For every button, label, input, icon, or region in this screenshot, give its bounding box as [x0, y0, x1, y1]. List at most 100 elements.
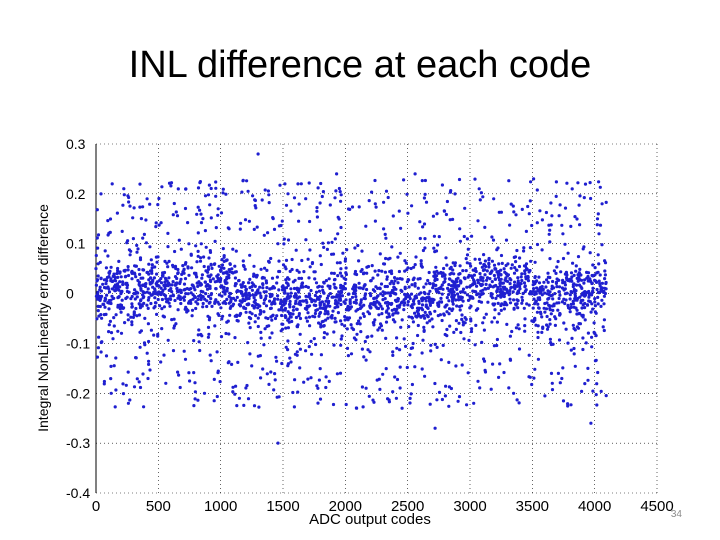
data-point: [262, 343, 266, 347]
data-point: [449, 189, 453, 193]
data-point: [428, 319, 432, 323]
data-point: [581, 336, 585, 340]
data-point: [159, 360, 163, 364]
data-point: [123, 321, 127, 325]
data-point: [468, 262, 472, 266]
data-point: [196, 333, 200, 337]
data-point: [209, 359, 213, 363]
data-point: [318, 306, 322, 310]
data-point: [595, 271, 599, 275]
data-point: [333, 196, 337, 200]
data-point: [573, 364, 577, 368]
data-point: [589, 310, 593, 314]
data-point: [333, 285, 337, 289]
data-point: [146, 298, 150, 302]
data-point: [260, 198, 264, 202]
data-point: [270, 302, 274, 306]
data-point: [573, 292, 577, 296]
data-point: [132, 385, 137, 389]
data-point: [376, 286, 380, 290]
data-point: [516, 323, 520, 327]
data-point: [453, 285, 457, 289]
data-point: [175, 276, 179, 281]
data-point: [428, 298, 432, 302]
data-point: [525, 302, 529, 306]
data-point: [430, 317, 434, 321]
data-point: [198, 181, 202, 185]
data-point: [297, 287, 301, 291]
data-point: [373, 219, 377, 223]
data-point: [535, 188, 539, 192]
data-point: [331, 309, 335, 313]
data-point: [241, 178, 245, 182]
data-point: [564, 327, 568, 331]
data-point: [585, 276, 589, 280]
data-point: [496, 275, 501, 279]
data-point: [523, 329, 527, 333]
data-point: [139, 287, 143, 291]
data-point: [591, 263, 595, 267]
data-point: [563, 242, 567, 246]
data-point: [423, 374, 427, 378]
data-point: [119, 275, 123, 279]
data-point: [259, 267, 263, 271]
data-point: [102, 379, 106, 384]
data-point: [560, 223, 564, 227]
data-point: [431, 297, 435, 301]
data-point: [378, 252, 382, 256]
data-point: [308, 219, 312, 224]
data-point: [249, 316, 253, 321]
data-point: [543, 301, 547, 306]
data-point: [395, 277, 400, 281]
data-point: [328, 203, 332, 207]
data-point: [96, 309, 100, 313]
data-point: [233, 336, 237, 340]
data-point: [443, 394, 447, 398]
data-point: [136, 291, 140, 295]
data-point: [522, 246, 526, 250]
data-point: [591, 286, 595, 290]
data-point: [453, 263, 457, 268]
data-point: [335, 305, 339, 309]
data-point: [380, 312, 384, 316]
data-point: [497, 312, 501, 316]
data-point: [508, 357, 512, 361]
data-point: [370, 264, 374, 268]
data-point: [400, 289, 404, 293]
data-point: [543, 310, 547, 314]
data-point: [276, 441, 280, 445]
data-point: [268, 336, 272, 340]
data-point: [446, 293, 451, 297]
data-point: [405, 365, 409, 370]
data-point: [597, 262, 601, 266]
data-point: [492, 197, 496, 201]
data-point: [528, 292, 532, 296]
data-point: [566, 303, 570, 307]
data-point: [98, 260, 102, 264]
data-point: [272, 227, 277, 231]
data-point: [603, 273, 608, 277]
data-point: [293, 352, 297, 356]
data-point: [566, 341, 570, 345]
data-point: [386, 195, 390, 200]
data-point: [407, 315, 411, 319]
data-point: [330, 316, 334, 320]
data-point: [235, 313, 239, 317]
data-point: [284, 315, 288, 319]
data-point: [506, 273, 510, 277]
x-tick-label: 2000: [329, 498, 362, 515]
data-point: [517, 347, 522, 351]
data-point: [599, 304, 603, 308]
data-point: [580, 286, 584, 290]
data-point: [114, 313, 118, 317]
data-point: [319, 262, 323, 267]
data-point: [218, 380, 222, 384]
data-point: [392, 307, 397, 311]
data-point: [595, 217, 600, 221]
data-point: [383, 297, 387, 301]
data-point: [553, 323, 558, 327]
data-point: [207, 318, 211, 322]
data-point: [196, 398, 200, 402]
data-point: [107, 287, 111, 291]
data-point: [442, 209, 447, 213]
